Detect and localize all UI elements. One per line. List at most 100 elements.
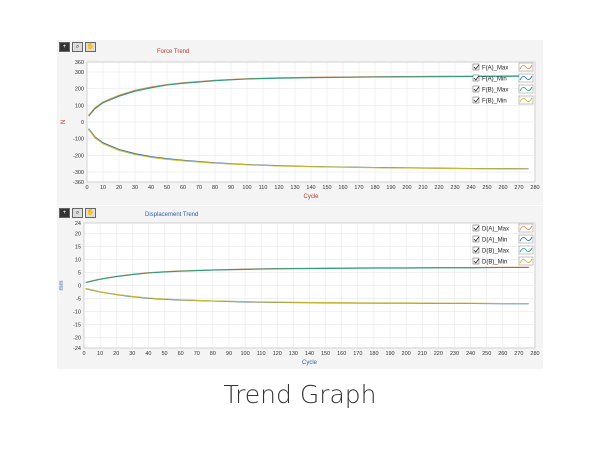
x-tick-label: 20 bbox=[113, 351, 119, 357]
force-trend-panel: + ⌕ ✋ Force Trend 0 10 20 30 40 50 60 70 80 90 100 1… bbox=[57, 40, 543, 205]
legend-entry[interactable]: D(B)_Min bbox=[472, 256, 534, 266]
legend-checkbox[interactable] bbox=[472, 246, 480, 254]
check-icon bbox=[473, 236, 480, 242]
x-tick-label: 30 bbox=[132, 185, 138, 191]
legend-checkbox[interactable] bbox=[472, 224, 480, 232]
legend-checkbox[interactable] bbox=[472, 63, 480, 71]
x-tick-label: 60 bbox=[178, 351, 184, 357]
y-tick-label: 10 bbox=[75, 257, 81, 263]
y-tick-label: -15 bbox=[73, 323, 81, 329]
legend-swatch-line bbox=[519, 247, 533, 253]
legend-entry[interactable]: F(A)_Min bbox=[472, 73, 534, 83]
legend-entry[interactable]: F(A)_Max bbox=[472, 62, 534, 72]
x-tick-label: 210 bbox=[418, 185, 427, 191]
chart-title: Displacement Trend bbox=[145, 212, 198, 218]
series-line-d-b-min bbox=[85, 287, 529, 305]
x-tick-label: 220 bbox=[434, 185, 443, 191]
legend-label: D(B)_Min bbox=[482, 260, 507, 266]
legend-swatch-line bbox=[519, 64, 533, 70]
x-tick-label: 180 bbox=[370, 185, 379, 191]
x-tick-label: 150 bbox=[322, 185, 331, 191]
x-tick-label: 270 bbox=[514, 351, 523, 357]
x-tick-label: 170 bbox=[354, 185, 363, 191]
y-tick-label: 0 bbox=[81, 120, 84, 126]
x-tick-label: 130 bbox=[290, 185, 299, 191]
x-axis-label: Cycle bbox=[303, 194, 319, 200]
plus-cursor-icon[interactable]: + bbox=[59, 42, 70, 52]
legend-entry[interactable]: F(B)_Min bbox=[472, 95, 534, 105]
plus-cursor-icon[interactable]: + bbox=[59, 208, 70, 218]
y-tick-label: 300 bbox=[75, 70, 84, 76]
legend-entry[interactable]: F(B)_Max bbox=[472, 84, 534, 94]
caption: Trend Graph bbox=[223, 380, 377, 409]
x-tick-label: 250 bbox=[482, 185, 491, 191]
pan-hand-icon[interactable]: ✋ bbox=[85, 208, 96, 218]
x-tick-label: 110 bbox=[257, 351, 266, 357]
x-tick-label: 220 bbox=[434, 351, 443, 357]
y-tick-label: 20 bbox=[75, 231, 81, 237]
x-tick-label: 120 bbox=[274, 185, 283, 191]
x-tick-label: 160 bbox=[338, 185, 347, 191]
x-axis-label: Cycle bbox=[302, 360, 318, 366]
x-tick-label: 200 bbox=[402, 351, 411, 357]
y-tick-label: 0 bbox=[78, 284, 81, 290]
y-tick-label: -24 bbox=[73, 346, 81, 352]
legend-checkbox[interactable] bbox=[472, 235, 480, 243]
x-tick-label: 240 bbox=[466, 351, 475, 357]
x-tick-label: 260 bbox=[498, 185, 507, 191]
legend-swatch-line bbox=[519, 97, 533, 103]
x-tick-label: 140 bbox=[306, 185, 315, 191]
x-tick-label: 40 bbox=[145, 351, 151, 357]
check-icon bbox=[473, 225, 480, 231]
series-line-f-b-max bbox=[88, 75, 529, 117]
x-tick-label: 70 bbox=[196, 185, 202, 191]
legend-label: D(B)_Max bbox=[482, 249, 509, 255]
y-tick-label: 360 bbox=[75, 60, 84, 66]
legend-label: F(B)_Min bbox=[482, 99, 507, 105]
legend-entry[interactable]: D(A)_Min bbox=[472, 234, 534, 244]
legend-entry[interactable]: D(A)_Max bbox=[472, 223, 534, 233]
legend-label: F(A)_Min bbox=[482, 77, 507, 83]
zoom-icon[interactable]: ⌕ bbox=[72, 42, 83, 52]
x-tick-label: 60 bbox=[180, 185, 186, 191]
legend-swatch-line bbox=[519, 258, 533, 264]
zoom-icon[interactable]: ⌕ bbox=[72, 208, 83, 218]
check-icon bbox=[473, 97, 480, 103]
legend-checkbox[interactable] bbox=[472, 96, 480, 104]
legend-label: F(A)_Max bbox=[482, 66, 508, 72]
legend-label: D(A)_Max bbox=[482, 227, 509, 233]
y-tick-label: -20 bbox=[73, 336, 81, 342]
legend-checkbox[interactable] bbox=[472, 74, 480, 82]
x-tick-label: 40 bbox=[148, 185, 154, 191]
y-tick-label: 15 bbox=[75, 244, 81, 250]
x-tick-label: 130 bbox=[289, 351, 298, 357]
legend-checkbox[interactable] bbox=[472, 257, 480, 265]
legend-swatch-line bbox=[519, 75, 533, 81]
check-icon bbox=[473, 75, 480, 81]
x-tick-label: 210 bbox=[418, 351, 427, 357]
x-tick-label: 100 bbox=[242, 185, 251, 191]
check-icon bbox=[473, 247, 480, 253]
x-tick-label: 120 bbox=[273, 351, 282, 357]
legend-entry[interactable]: D(B)_Max bbox=[472, 245, 534, 255]
x-tick-label: 190 bbox=[386, 185, 395, 191]
x-tick-label: 20 bbox=[116, 185, 122, 191]
series-line-f-b-min bbox=[88, 129, 529, 170]
x-tick-label: 160 bbox=[337, 351, 346, 357]
graph-toolbar: + ⌕ ✋ bbox=[59, 208, 96, 218]
y-tick-label: 100 bbox=[75, 103, 84, 109]
x-tick-label: 200 bbox=[402, 185, 411, 191]
y-tick-label: 24 bbox=[75, 221, 81, 227]
legend-checkbox[interactable] bbox=[472, 85, 480, 93]
legend-swatch-line bbox=[519, 86, 533, 92]
force-trend-chart: Force Trend 0 10 20 30 40 50 60 70 80 90 100 110 120 1… bbox=[61, 49, 540, 200]
legend-swatch-line bbox=[519, 225, 533, 231]
series-line-d-b-max bbox=[85, 266, 529, 284]
y-tick-label: -10 bbox=[73, 310, 81, 316]
pan-hand-icon[interactable]: ✋ bbox=[85, 42, 96, 52]
x-tick-label: 0 bbox=[82, 351, 85, 357]
y-tick-label: 200 bbox=[75, 87, 84, 93]
y-tick-label: -360 bbox=[73, 180, 84, 186]
y-tick-label: -300 bbox=[73, 170, 84, 176]
